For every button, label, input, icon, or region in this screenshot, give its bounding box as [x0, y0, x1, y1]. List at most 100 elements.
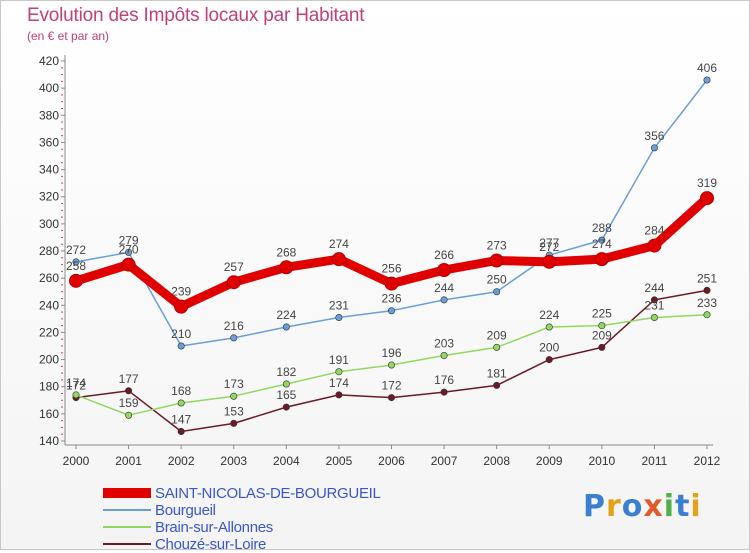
data-label-brain-sur-allonnes: 196	[381, 346, 401, 360]
y-minor-tick	[61, 230, 63, 232]
y-minor-tick	[61, 393, 63, 394]
data-point-brain-sur-allonnes	[703, 311, 711, 319]
data-point-bourgueil	[125, 248, 133, 256]
x-tick-label: 2011	[642, 454, 668, 468]
data-point-brain-sur-allonnes	[72, 391, 80, 399]
data-label-brain-sur-allonnes: 174	[66, 376, 86, 390]
y-minor-tick	[61, 325, 63, 327]
data-point-bourgueil	[230, 334, 238, 342]
y-tick-label: 380	[39, 108, 59, 122]
data-label-bourgueil: 231	[329, 299, 349, 313]
data-point-saint-nicolas-de-bourgueil	[594, 252, 609, 267]
y-minor-tick	[61, 67, 63, 69]
x-tick-label: 2003	[220, 454, 247, 468]
legend-label: Chouzé-sur-Loire	[155, 536, 267, 553]
data-label-bourgueil: 272	[66, 243, 86, 257]
y-minor-tick	[61, 399, 63, 401]
data-point-bourgueil	[598, 236, 606, 244]
data-label-saint-nicolas-de-bourgueil: 256	[381, 262, 401, 276]
data-point-chouze-sur-loire	[335, 391, 343, 399]
data-label-saint-nicolas-de-bourgueil: 270	[119, 243, 139, 257]
data-point-chouze-sur-loire	[440, 388, 448, 396]
data-point-bourgueil	[387, 307, 395, 315]
y-minor-tick	[61, 284, 63, 286]
y-minor-tick	[61, 203, 63, 204]
data-point-saint-nicolas-de-bourgueil	[542, 254, 557, 269]
y-tick-label: 240	[39, 298, 59, 312]
y-minor-tick	[61, 379, 63, 381]
logo-letter: i	[663, 489, 676, 524]
y-minor-tick	[61, 270, 63, 272]
data-point-bourgueil	[650, 144, 658, 152]
data-label-brain-sur-allonnes: 225	[592, 307, 612, 321]
y-tick-label: 220	[39, 325, 59, 339]
data-point-saint-nicolas-de-bourgueil	[331, 252, 346, 267]
data-label-bourgueil: 210	[171, 327, 191, 341]
x-tick-label: 2001	[115, 454, 142, 468]
data-label-bourgueil: 406	[697, 61, 717, 75]
data-point-saint-nicolas-de-bourgueil	[384, 276, 399, 291]
y-tick-label: 260	[39, 271, 59, 285]
y-minor-tick	[61, 236, 63, 238]
x-tick-label: 2000	[63, 454, 90, 468]
y-minor-tick	[61, 155, 63, 157]
data-point-brain-sur-allonnes	[282, 380, 290, 388]
data-label-chouze-sur-loire: 177	[119, 372, 139, 386]
data-label-brain-sur-allonnes: 209	[487, 328, 507, 342]
data-point-chouze-sur-loire	[230, 419, 238, 427]
data-point-bourgueil	[493, 288, 501, 296]
data-point-brain-sur-allonnes	[125, 411, 133, 419]
data-label-saint-nicolas-de-bourgueil: 258	[66, 259, 86, 273]
data-label-brain-sur-allonnes: 173	[224, 377, 244, 391]
y-tick-label: 300	[39, 217, 59, 231]
y-minor-tick	[61, 406, 63, 408]
y-tick-label: 200	[39, 353, 59, 367]
y-minor-tick	[61, 311, 63, 313]
data-label-brain-sur-allonnes: 233	[697, 296, 717, 310]
y-tick-label: 420	[39, 54, 59, 68]
data-label-brain-sur-allonnes: 182	[276, 365, 296, 379]
legend-label: SAINT-NICOLAS-DE-BOURGUEIL	[155, 485, 381, 502]
data-label-chouze-sur-loire: 200	[539, 341, 559, 355]
data-label-bourgueil: 244	[434, 281, 454, 295]
data-point-bourgueil	[282, 323, 290, 331]
y-minor-tick	[61, 135, 63, 137]
y-minor-tick	[61, 298, 63, 299]
y-minor-tick	[61, 345, 63, 347]
y-minor-tick	[61, 264, 63, 266]
data-label-bourgueil: 224	[276, 308, 296, 322]
data-label-chouze-sur-loire: 147	[171, 413, 191, 427]
data-label-brain-sur-allonnes: 231	[644, 299, 664, 313]
data-point-bourgueil	[72, 258, 80, 266]
data-label-bourgueil: 356	[644, 129, 664, 143]
data-label-saint-nicolas-de-bourgueil: 266	[434, 248, 454, 262]
legend-label: Brain-sur-Allonnes	[155, 519, 273, 536]
legend-swatch	[103, 509, 151, 511]
x-tick-label: 2007	[431, 454, 458, 468]
y-minor-tick	[61, 108, 63, 109]
y-tick-label: 400	[39, 81, 59, 95]
data-point-saint-nicolas-de-bourgueil	[226, 275, 241, 290]
y-minor-tick	[61, 352, 63, 354]
y-tick-label: 160	[39, 407, 59, 421]
data-point-saint-nicolas-de-bourgueil	[647, 238, 662, 253]
data-point-saint-nicolas-de-bourgueil	[437, 263, 452, 277]
data-point-brain-sur-allonnes	[335, 368, 343, 376]
y-minor-tick	[61, 318, 63, 320]
y-tick-label: 340	[39, 163, 59, 177]
y-minor-tick	[61, 80, 63, 82]
y-minor-tick	[61, 426, 63, 428]
data-label-chouze-sur-loire: 181	[487, 366, 507, 380]
data-label-saint-nicolas-de-bourgueil: 274	[329, 237, 349, 251]
data-point-bourgueil	[177, 342, 185, 350]
y-tick-label: 280	[39, 244, 59, 258]
y-minor-tick	[61, 101, 63, 103]
logo-letter: t	[675, 489, 691, 524]
data-point-brain-sur-allonnes	[230, 392, 238, 400]
data-point-bourgueil	[335, 313, 343, 321]
line-chart: 140 160 180 200 220 240 260 280 300 320 340 360 380 4…	[39, 54, 721, 468]
data-label-chouze-sur-loire: 174	[329, 376, 349, 390]
y-tick-label: 320	[39, 190, 59, 204]
data-label-bourgueil: 236	[381, 292, 401, 306]
